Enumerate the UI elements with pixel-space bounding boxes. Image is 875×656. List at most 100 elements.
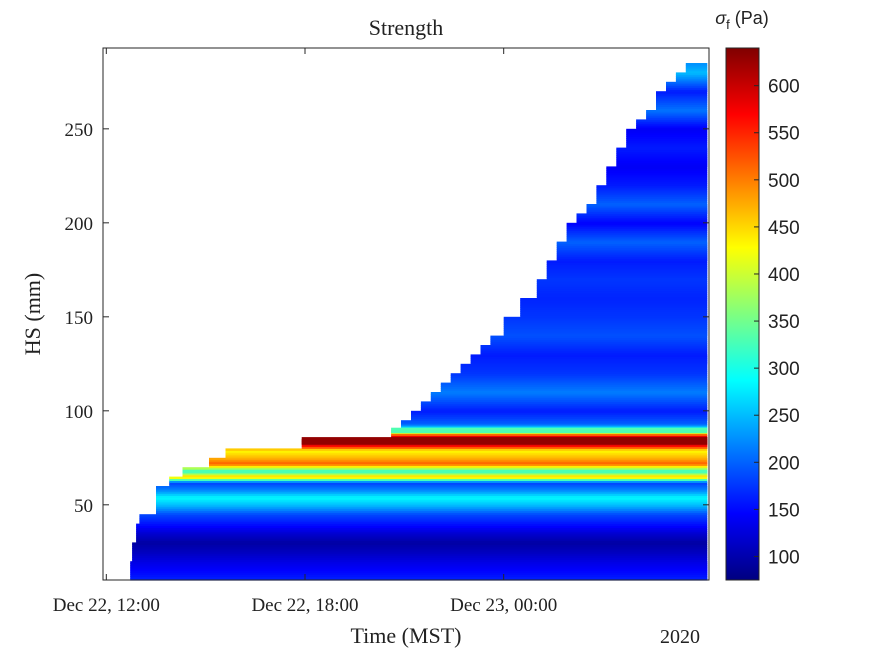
heatmap-row — [130, 576, 708, 579]
heatmap-row — [156, 493, 708, 496]
colorbar-label-symbol: σ — [715, 8, 727, 28]
colorbar-tick-label: 500 — [768, 171, 800, 192]
heatmap-row — [556, 243, 708, 246]
heatmap-row — [490, 337, 708, 340]
heatmap-row — [685, 66, 708, 70]
heatmap-row — [596, 196, 708, 199]
heatmap-row — [420, 407, 708, 410]
heatmap-row — [556, 241, 708, 245]
heatmap-row — [675, 72, 708, 75]
heatmap-row — [156, 510, 708, 513]
heatmap-row — [130, 561, 708, 564]
heatmap-row — [685, 70, 708, 74]
heatmap-row — [536, 296, 708, 299]
heatmap-row — [556, 252, 708, 256]
colorbar-label-subscript: f — [726, 17, 730, 32]
heatmap-row — [536, 288, 708, 292]
x-axis-ticks: Dec 22, 12:00 Dec 22, 18:00 Dec 23, 00:00 — [53, 48, 557, 616]
heatmap-row — [440, 390, 708, 393]
heatmap-row — [169, 484, 708, 487]
heatmap-row — [391, 435, 708, 438]
heatmap-row — [606, 170, 708, 173]
heatmap-row — [646, 117, 708, 121]
heatmap-row — [430, 392, 708, 395]
heatmap-row — [156, 512, 708, 515]
heatmap-row — [169, 482, 708, 485]
heatmap-row — [666, 85, 708, 89]
heatmap-row — [182, 472, 708, 476]
x-tick-label: Dec 22, 18:00 — [251, 595, 358, 616]
heatmap-row — [182, 467, 708, 470]
heatmap-row — [566, 239, 708, 243]
heatmap-row — [626, 145, 708, 149]
heatmap-row — [136, 525, 708, 528]
heatmap-row — [136, 523, 708, 527]
heatmap-row — [546, 262, 708, 265]
heatmap-row — [156, 497, 708, 500]
heatmap-row — [480, 346, 708, 350]
heatmap-row — [420, 401, 708, 404]
heatmap-row — [596, 185, 708, 188]
colorbar-tick-label: 450 — [768, 218, 800, 239]
heatmap-row — [225, 452, 708, 455]
plot-frame — [102, 47, 710, 581]
heatmap-row — [503, 318, 708, 322]
colorbar-tick-label: 250 — [768, 406, 800, 427]
heatmap-row — [301, 444, 708, 448]
heatmap-row — [576, 219, 708, 222]
heatmap-row — [656, 96, 708, 100]
heatmap-row — [132, 548, 708, 551]
heatmap-row — [132, 551, 708, 555]
heatmap-row — [520, 299, 708, 303]
heatmap-row — [132, 559, 708, 562]
heatmap-row — [503, 326, 708, 329]
heatmap-row — [470, 354, 708, 357]
heatmap-row — [656, 104, 708, 107]
heatmap-row — [675, 74, 708, 77]
heatmap-row — [536, 286, 708, 290]
heatmap-row — [606, 181, 708, 184]
heatmap-row — [616, 157, 708, 160]
heatmap-row — [596, 194, 708, 198]
heatmap-row — [156, 487, 708, 491]
heatmap-row — [430, 393, 708, 397]
heatmap-row — [656, 98, 708, 102]
heatmap-row — [626, 132, 708, 136]
heatmap-row — [503, 320, 708, 324]
heatmap-row — [596, 200, 708, 203]
heatmap-row — [556, 258, 708, 261]
heatmap-row — [556, 251, 708, 254]
colorbar-tick-label: 600 — [768, 77, 800, 98]
colorbar: 100 150 200 250 300 350 400 450 500 550 600 σf (Pa) — [715, 8, 800, 581]
heatmap-row — [470, 356, 708, 359]
heatmap-row — [596, 202, 708, 205]
heatmap-row — [209, 459, 708, 463]
heatmap-row — [520, 307, 708, 310]
heatmap-row — [576, 220, 708, 224]
y-tick-label: 200 — [65, 214, 94, 235]
heatmap-row — [606, 183, 708, 186]
heatmap-row — [430, 397, 708, 401]
heatmap-row — [136, 531, 708, 534]
heatmap-row — [503, 333, 708, 337]
heatmap-row — [536, 292, 708, 295]
heatmap-row — [626, 128, 708, 132]
heatmap-row — [596, 189, 708, 192]
heatmap-row — [450, 380, 708, 384]
heatmap-row — [656, 95, 708, 98]
heatmap-row — [460, 365, 708, 369]
heatmap-row — [503, 330, 708, 333]
heatmap-row — [520, 301, 708, 305]
heatmap-row — [132, 555, 708, 559]
heatmap-row — [616, 162, 708, 166]
heatmap-row — [503, 331, 708, 335]
heatmap-row — [156, 486, 708, 489]
heatmap-row — [156, 501, 708, 504]
heatmap-row — [546, 271, 708, 275]
heatmap-row — [450, 375, 708, 378]
heatmap-row — [656, 108, 708, 111]
heatmap-row — [536, 281, 708, 284]
heatmap-row — [401, 424, 708, 427]
heatmap-row — [566, 237, 708, 241]
heatmap-row — [566, 226, 708, 230]
